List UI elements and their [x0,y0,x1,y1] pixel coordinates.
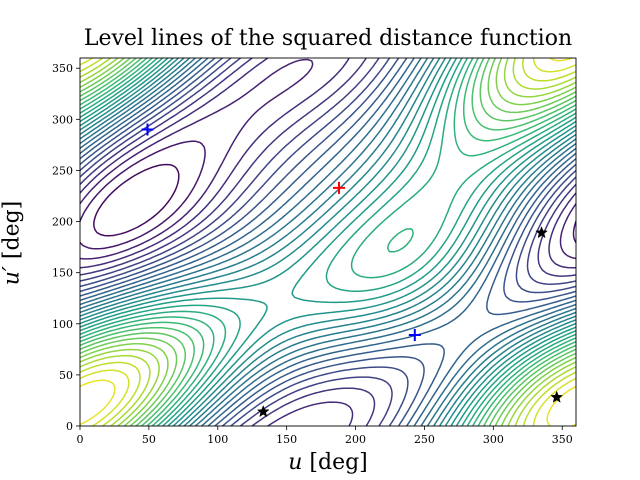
maximum-plus-marker [333,181,346,194]
contour-level-line [80,58,576,426]
contour-level-line [80,58,576,426]
x-axis-label: u [deg] [80,450,576,475]
plot-frame [79,57,577,427]
y-tick-label: 350 [52,62,73,75]
contour-level-line [80,58,576,426]
y-axis-variable: u′ [0,266,25,286]
contour-level-line [80,58,576,426]
contour-level-line [80,58,576,426]
x-axis-variable: u [288,450,303,475]
contour-level-line [80,58,576,426]
contour-level-line [80,58,576,260]
contour-level-line [80,58,576,426]
contour-level-line [80,58,576,426]
contour-level-line [80,58,576,426]
y-tick-label: 150 [52,267,73,280]
minimum-plus-marker [141,123,154,136]
contour-level-line [80,58,576,426]
saddle-star-marker [256,405,270,418]
saddle-star-marker [550,390,564,403]
contour-level-line [80,58,576,426]
x-tick-label: 200 [345,433,366,446]
x-tick-label: 150 [276,433,297,446]
x-tick-label: 350 [552,433,573,446]
contour-level-line [80,58,576,426]
y-tick-label: 250 [52,164,73,177]
contour-level-line [80,58,576,426]
contour-level-line [80,58,576,426]
contour-level-line [93,163,180,237]
y-tick-label: 0 [66,420,73,433]
contour-level-line [80,58,576,426]
contour-level-line [80,140,576,250]
x-axis-unit: [deg] [309,450,368,475]
contour-level-line [80,58,576,426]
y-tick-label: 300 [52,113,73,126]
critical-point-markers [141,123,564,418]
x-tick-label: 50 [142,433,156,446]
contour-lines [80,58,576,426]
x-tick-label: 250 [414,433,435,446]
minimum-plus-marker [408,329,421,342]
chart-title: Level lines of the squared distance func… [83,26,573,51]
contour-level-line [80,58,576,426]
y-axis-ticks: 0 50 100 150 200 250 300 350 [52,62,80,433]
y-axis-unit: [deg] [0,200,25,260]
x-axis-ticks: 0 50 100 150 200 250 300 350 [77,426,573,446]
contour-level-line [80,58,576,426]
y-tick-label: 50 [59,369,73,382]
y-tick-label: 100 [52,318,73,331]
x-tick-label: 0 [77,433,84,446]
x-tick-label: 300 [483,433,504,446]
y-tick-label: 200 [52,216,73,229]
saddle-star-marker [535,226,548,239]
x-tick-label: 100 [207,433,228,446]
contour-level-line [80,58,576,426]
contour-level-line [80,58,576,426]
